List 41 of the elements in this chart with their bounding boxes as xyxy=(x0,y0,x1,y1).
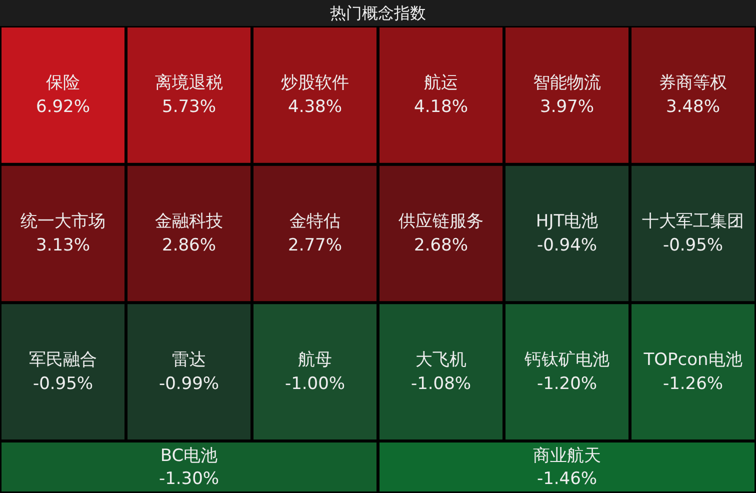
data-label: -1.20% xyxy=(536,374,598,394)
data-label: -1.26% xyxy=(662,374,724,394)
category-label: 航运 xyxy=(424,73,458,94)
category-label: 航母 xyxy=(298,350,332,370)
data-label: -0.95% xyxy=(32,374,94,394)
data-label: 3.48% xyxy=(666,97,720,118)
data-label: 3.13% xyxy=(36,236,90,256)
category-label: 离境退税 xyxy=(155,73,223,94)
data-label: 3.97% xyxy=(540,97,594,118)
data-label: -0.94% xyxy=(536,236,598,256)
category-label: TOPcon电池 xyxy=(642,350,742,370)
data-label: 4.38% xyxy=(288,97,342,118)
category-label: 保险 xyxy=(46,73,80,94)
data-label: 2.68% xyxy=(414,236,468,256)
data-label: -0.95% xyxy=(662,236,724,256)
category-label: 金融科技 xyxy=(155,212,223,232)
category-label: 统一大市场 xyxy=(20,212,106,232)
category-label: BC电池 xyxy=(160,446,218,466)
category-label: 供应链服务 xyxy=(398,212,484,232)
category-label: 雷达 xyxy=(172,350,206,370)
data-label: -1.00% xyxy=(284,374,346,394)
category-label: 十大军工集团 xyxy=(642,212,744,232)
text: 热门概念指数 xyxy=(330,4,426,22)
category-label: 大飞机 xyxy=(416,350,466,370)
data-label: 2.86% xyxy=(162,236,216,256)
data-label: -1.30% xyxy=(158,469,220,489)
data-label: 5.73% xyxy=(162,97,216,118)
category-label: 金特估 xyxy=(290,212,340,232)
data-label: 2.77% xyxy=(288,236,342,256)
data-label: -0.99% xyxy=(158,374,220,394)
data-label: -1.08% xyxy=(410,374,472,394)
data-label: 6.92% xyxy=(36,97,90,118)
data-label: 4.18% xyxy=(414,97,468,118)
category-label: 军民融合 xyxy=(29,350,97,370)
category-label: 券商等权 xyxy=(659,73,727,94)
category-label: 商业航天 xyxy=(533,446,601,466)
category-label: 炒股软件 xyxy=(281,73,349,94)
category-label: HJT电池 xyxy=(536,212,598,232)
category-label: 钙钛矿电池 xyxy=(524,350,610,370)
data-label: -1.46% xyxy=(536,469,598,489)
category-label: 智能物流 xyxy=(533,73,601,94)
